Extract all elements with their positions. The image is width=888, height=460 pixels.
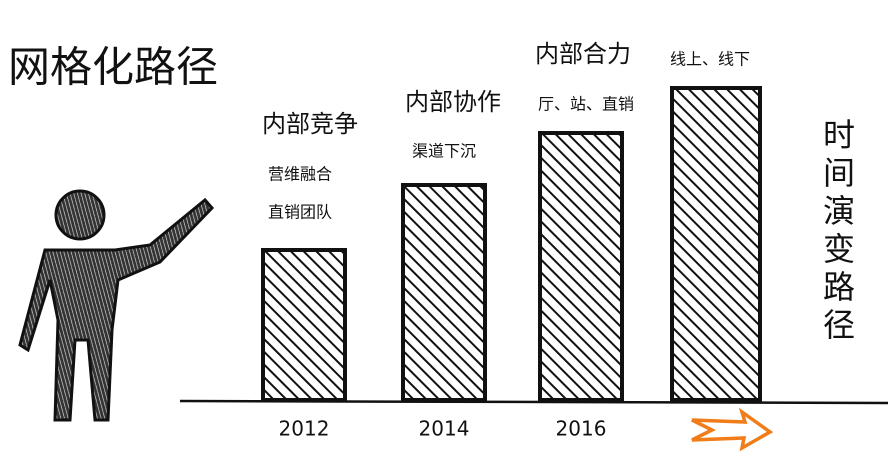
stick-figure — [18, 189, 215, 422]
bar — [670, 86, 762, 402]
annotation: 直销团队 — [268, 203, 332, 222]
x-tick-label: 2012 — [279, 417, 330, 441]
annotation: 线上、线下 — [670, 50, 750, 69]
annotation: 内部竞争 — [262, 110, 358, 138]
bar — [261, 248, 347, 402]
annotation: 内部协作 — [405, 88, 501, 116]
bar — [538, 131, 624, 402]
annotation: 厅、站、直销 — [538, 95, 634, 114]
side-label: 时间演变路径 — [818, 118, 856, 346]
bar — [401, 183, 487, 402]
arrow — [691, 407, 774, 452]
x-tick-label: 2016 — [556, 417, 607, 441]
annotation: 营维融合 — [268, 165, 332, 184]
chart-title: 网格化路径 — [8, 43, 218, 92]
x-tick-label: 2014 — [419, 417, 470, 441]
annotation: 渠道下沉 — [412, 142, 476, 161]
annotation: 内部合力 — [535, 40, 631, 68]
